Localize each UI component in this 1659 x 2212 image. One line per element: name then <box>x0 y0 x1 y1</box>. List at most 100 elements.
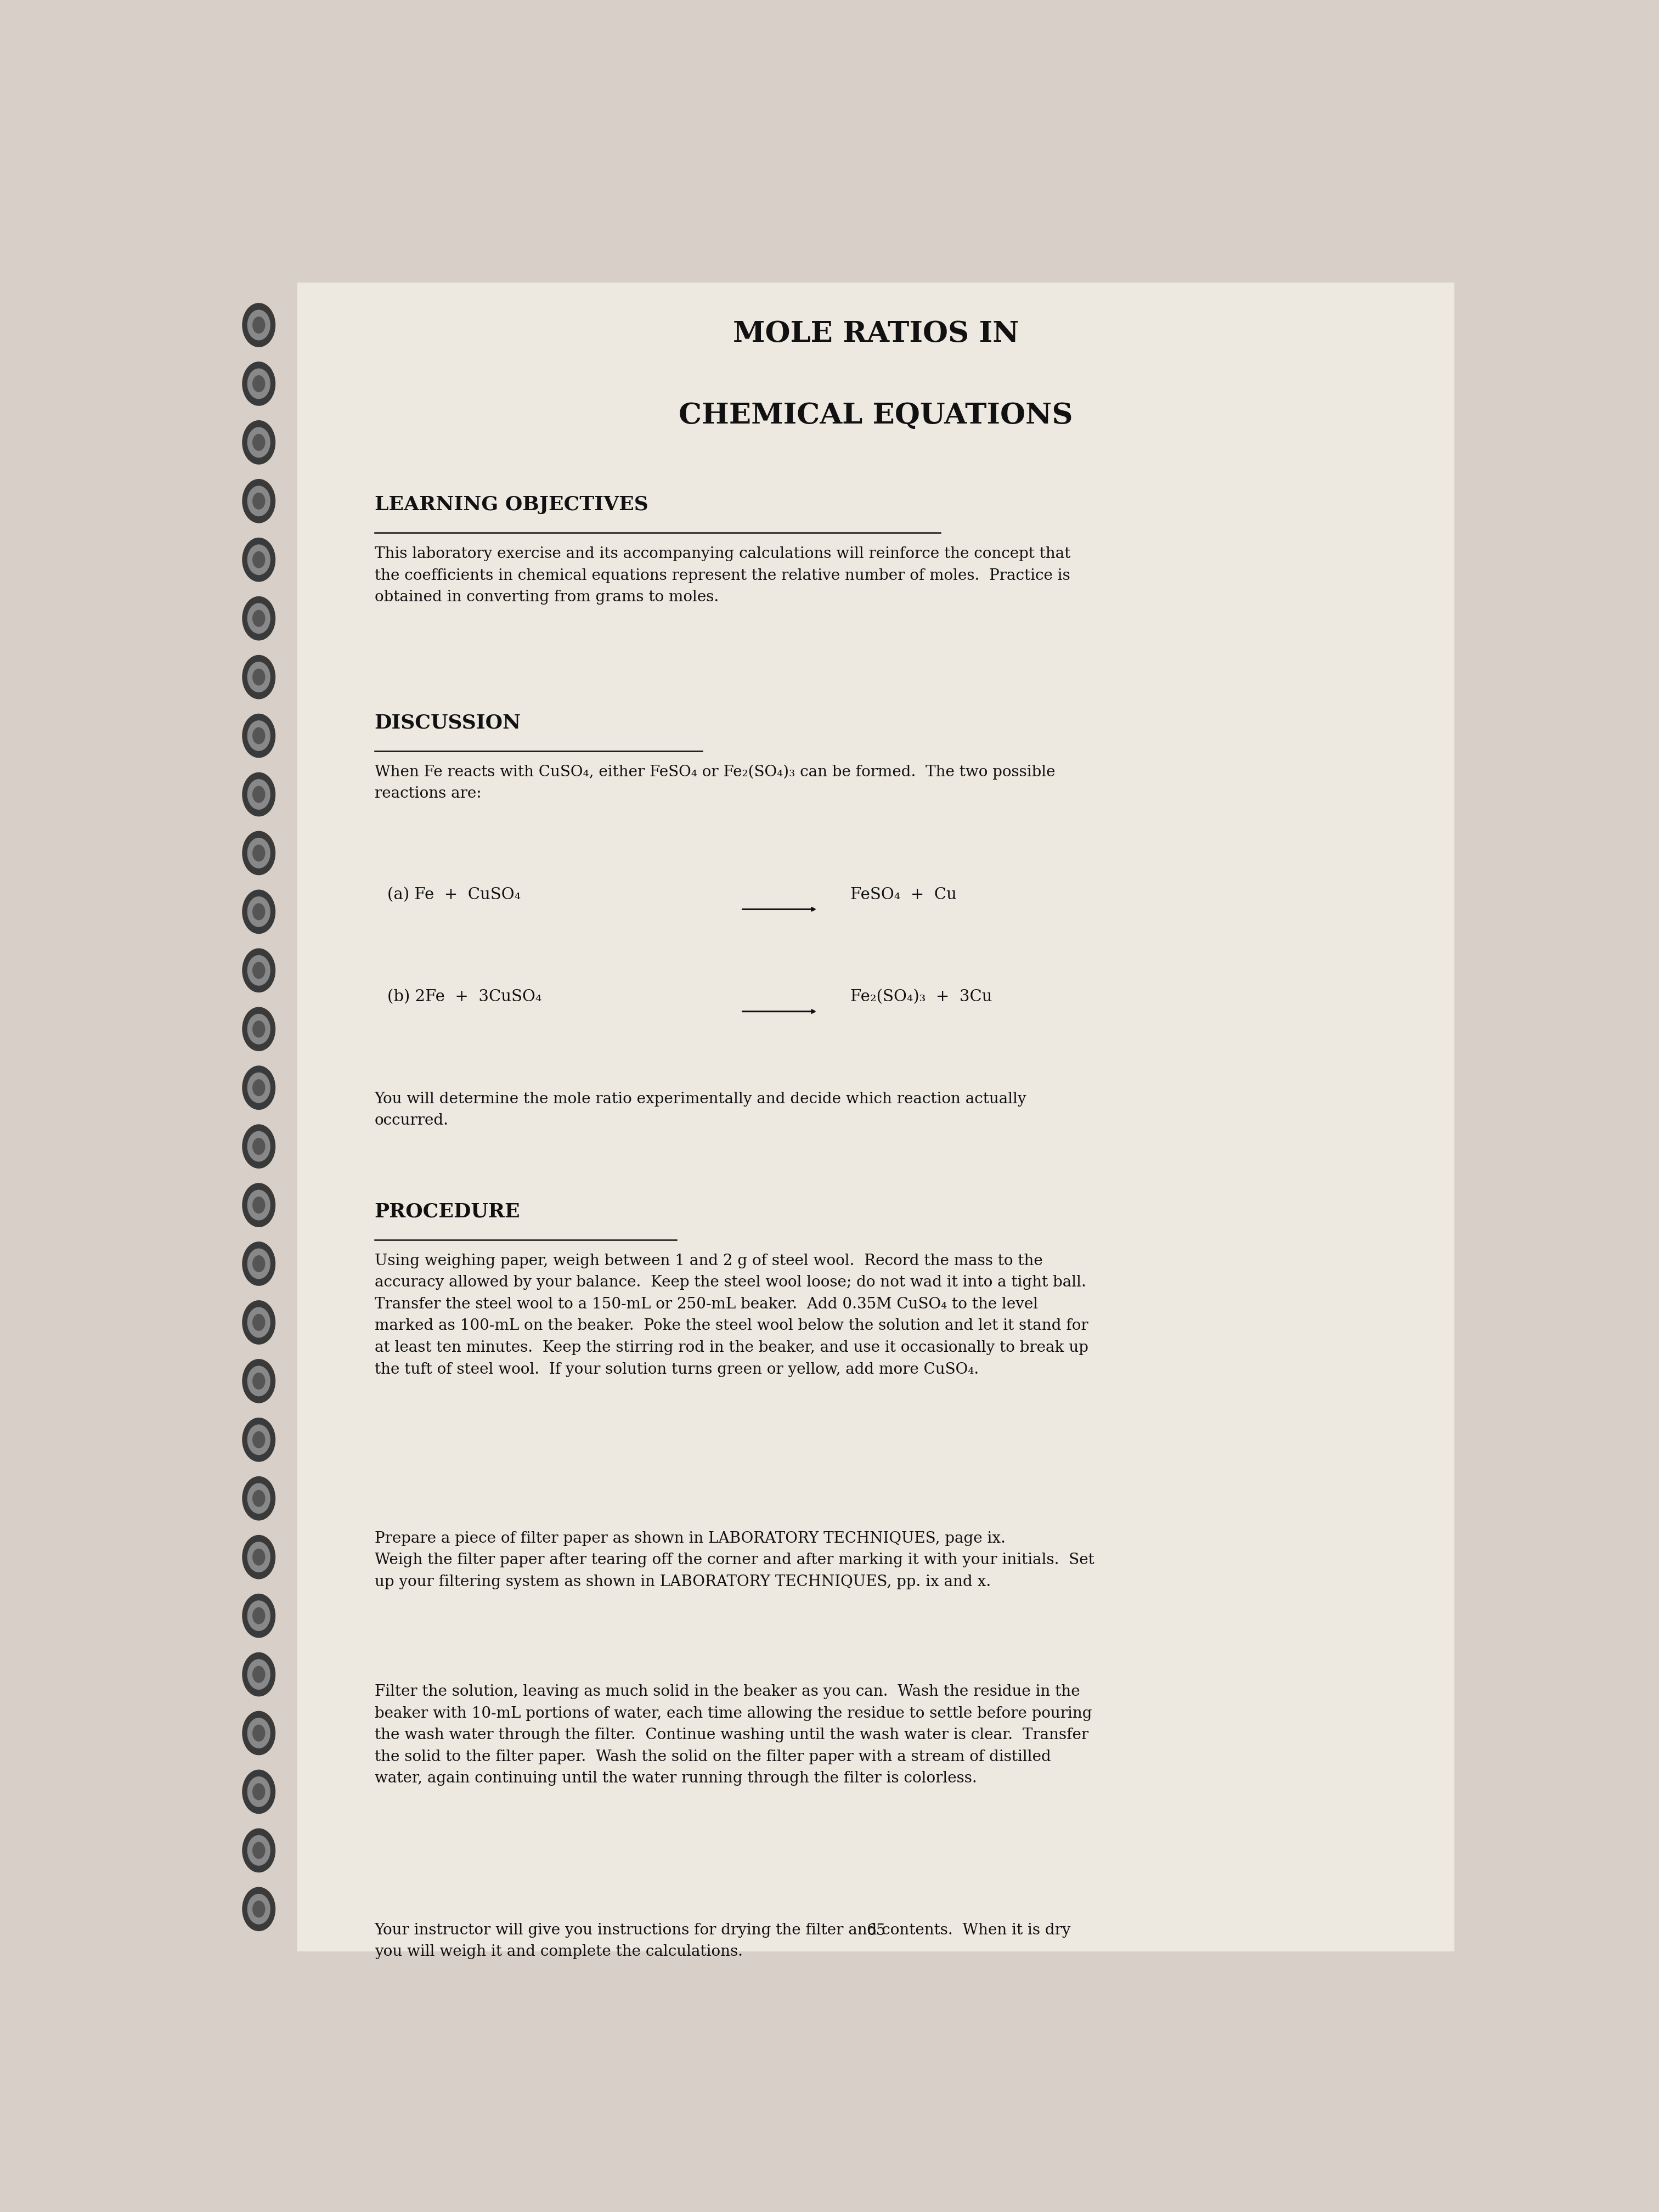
Circle shape <box>242 1475 275 1520</box>
Circle shape <box>252 1608 265 1624</box>
Circle shape <box>252 1666 265 1683</box>
Circle shape <box>247 1601 270 1630</box>
Circle shape <box>242 1301 275 1345</box>
Circle shape <box>242 1887 275 1931</box>
Circle shape <box>252 1491 265 1506</box>
Circle shape <box>252 376 265 392</box>
Circle shape <box>252 611 265 626</box>
Circle shape <box>247 487 270 515</box>
Circle shape <box>242 1183 275 1228</box>
Circle shape <box>247 1013 270 1044</box>
Circle shape <box>242 420 275 465</box>
Circle shape <box>242 1593 275 1637</box>
Circle shape <box>242 1358 275 1402</box>
Circle shape <box>247 1659 270 1690</box>
Text: Fe₂(SO₄)₃  +  3Cu: Fe₂(SO₄)₃ + 3Cu <box>849 989 992 1004</box>
Circle shape <box>247 1893 270 1924</box>
Circle shape <box>247 544 270 575</box>
Text: (a) Fe  +  CuSO₄: (a) Fe + CuSO₄ <box>388 887 521 902</box>
Circle shape <box>247 1190 270 1221</box>
Circle shape <box>252 316 265 334</box>
Circle shape <box>252 1900 265 1918</box>
Circle shape <box>252 1371 265 1389</box>
Circle shape <box>242 1418 275 1462</box>
Circle shape <box>247 838 270 869</box>
Circle shape <box>242 480 275 524</box>
Circle shape <box>247 896 270 927</box>
Circle shape <box>252 1548 265 1566</box>
Circle shape <box>252 1843 265 1858</box>
Circle shape <box>247 661 270 692</box>
Circle shape <box>242 949 275 993</box>
Circle shape <box>252 1254 265 1272</box>
Circle shape <box>252 1197 265 1214</box>
Circle shape <box>242 1124 275 1168</box>
Circle shape <box>242 1006 275 1051</box>
Circle shape <box>247 604 270 633</box>
Text: LEARNING OBJECTIVES: LEARNING OBJECTIVES <box>375 495 649 513</box>
Circle shape <box>252 434 265 451</box>
Circle shape <box>252 1725 265 1741</box>
Circle shape <box>247 721 270 752</box>
Circle shape <box>242 772 275 816</box>
Circle shape <box>247 1836 270 1865</box>
Circle shape <box>252 962 265 980</box>
Text: Using weighing paper, weigh between 1 and 2 g of steel wool.  Record the mass to: Using weighing paper, weigh between 1 an… <box>375 1254 1088 1376</box>
Circle shape <box>252 902 265 920</box>
Circle shape <box>252 728 265 743</box>
FancyBboxPatch shape <box>297 283 1455 1951</box>
Text: CHEMICAL EQUATIONS: CHEMICAL EQUATIONS <box>679 403 1073 429</box>
Circle shape <box>247 1425 270 1455</box>
Circle shape <box>242 714 275 759</box>
Circle shape <box>242 1066 275 1110</box>
Circle shape <box>247 1482 270 1513</box>
Circle shape <box>242 889 275 933</box>
Text: (b) 2Fe  +  3CuSO₄: (b) 2Fe + 3CuSO₄ <box>388 989 542 1004</box>
Circle shape <box>247 1542 270 1573</box>
Text: When Fe reacts with CuSO₄, either FeSO₄ or Fe₂(SO₄)₃ can be formed.  The two pos: When Fe reacts with CuSO₄, either FeSO₄ … <box>375 765 1055 801</box>
Circle shape <box>252 1314 265 1332</box>
Circle shape <box>252 1079 265 1097</box>
Circle shape <box>242 1829 275 1874</box>
Circle shape <box>247 779 270 810</box>
Circle shape <box>247 1365 270 1396</box>
Text: Prepare a piece of filter paper as shown in LABORATORY TECHNIQUES, page ix.
Weig: Prepare a piece of filter paper as shown… <box>375 1531 1095 1588</box>
Circle shape <box>247 1776 270 1807</box>
Circle shape <box>242 538 275 582</box>
Text: DISCUSSION: DISCUSSION <box>375 714 521 732</box>
Circle shape <box>242 655 275 699</box>
Circle shape <box>252 1137 265 1155</box>
Circle shape <box>252 551 265 568</box>
Circle shape <box>247 310 270 341</box>
Circle shape <box>252 1431 265 1449</box>
Circle shape <box>242 361 275 405</box>
Text: Your instructor will give you instructions for drying the filter and contents.  : Your instructor will give you instructio… <box>375 1922 1072 1960</box>
Circle shape <box>242 832 275 876</box>
Circle shape <box>247 369 270 398</box>
Text: PROCEDURE: PROCEDURE <box>375 1203 521 1221</box>
Circle shape <box>247 1307 270 1338</box>
Text: FeSO₄  +  Cu: FeSO₄ + Cu <box>849 887 957 902</box>
Circle shape <box>247 1248 270 1279</box>
Circle shape <box>247 956 270 987</box>
Text: 65: 65 <box>866 1922 886 1938</box>
Circle shape <box>247 427 270 458</box>
Circle shape <box>252 845 265 863</box>
Circle shape <box>242 1710 275 1754</box>
Circle shape <box>252 1020 265 1037</box>
Circle shape <box>252 668 265 686</box>
Circle shape <box>247 1719 270 1747</box>
Circle shape <box>247 1130 270 1161</box>
Circle shape <box>242 1770 275 1814</box>
Text: Filter the solution, leaving as much solid in the beaker as you can.  Wash the r: Filter the solution, leaving as much sol… <box>375 1683 1092 1785</box>
Circle shape <box>242 1241 275 1285</box>
Circle shape <box>252 785 265 803</box>
Circle shape <box>242 303 275 347</box>
Text: You will determine the mole ratio experimentally and decide which reaction actua: You will determine the mole ratio experi… <box>375 1091 1027 1128</box>
Text: MOLE RATIOS IN: MOLE RATIOS IN <box>733 321 1019 347</box>
Text: This laboratory exercise and its accompanying calculations will reinforce the co: This laboratory exercise and its accompa… <box>375 546 1070 604</box>
Circle shape <box>252 493 265 509</box>
Circle shape <box>242 597 275 641</box>
Circle shape <box>247 1073 270 1104</box>
Circle shape <box>252 1783 265 1801</box>
